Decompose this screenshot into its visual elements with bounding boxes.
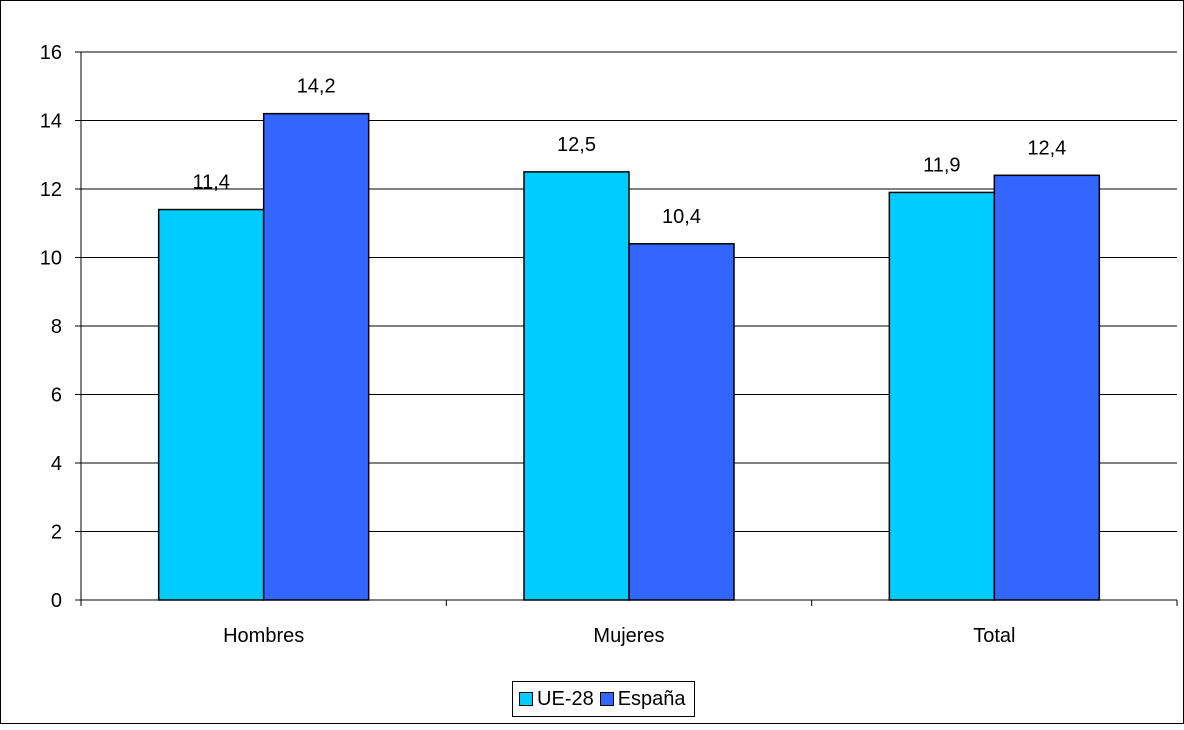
axes [75,51,1178,606]
y-tick-label: 14 [40,111,62,133]
y-tick-label: 4 [51,453,62,475]
bar [262,112,370,601]
bar [157,208,265,601]
bar [993,174,1101,601]
y-tick-label: 8 [51,316,62,338]
y-tick-label: 2 [51,522,62,544]
y-tick-label: 10 [40,248,62,270]
bar [888,191,996,601]
data-label: 14,2 [297,76,336,98]
x-tick-label: Hombres [223,625,304,647]
data-label: 12,4 [1027,137,1066,159]
y-tick-label: 12 [40,179,62,201]
y-tick-label: 0 [51,590,62,612]
x-tick-label: Total [973,625,1015,647]
bar [523,171,630,601]
bar [628,243,735,601]
data-label: 11,9 [923,154,960,176]
y-tick-label: 6 [51,385,62,407]
legend-item-ue28: UE-28 [519,688,594,711]
data-label: 12,5 [557,134,596,156]
legend-swatch-ue28 [519,692,533,706]
legend-label-ue28: UE-28 [537,687,594,710]
data-label: 10,4 [662,206,701,228]
legend-item-espana: España [599,687,686,711]
legend: UE-28 España [512,681,695,717]
data-label: 11,4 [192,172,229,194]
y-tick-label: 16 [40,42,62,64]
x-tick-label: Mujeres [593,625,664,647]
legend-swatch-espana [599,692,614,706]
legend-label-espana: España [617,687,686,710]
labels: 0 2 4 6 8 10 12 14 16 Hombres Mujeres Total 11,4 14,2… [40,42,1067,647]
bars [157,112,1101,601]
